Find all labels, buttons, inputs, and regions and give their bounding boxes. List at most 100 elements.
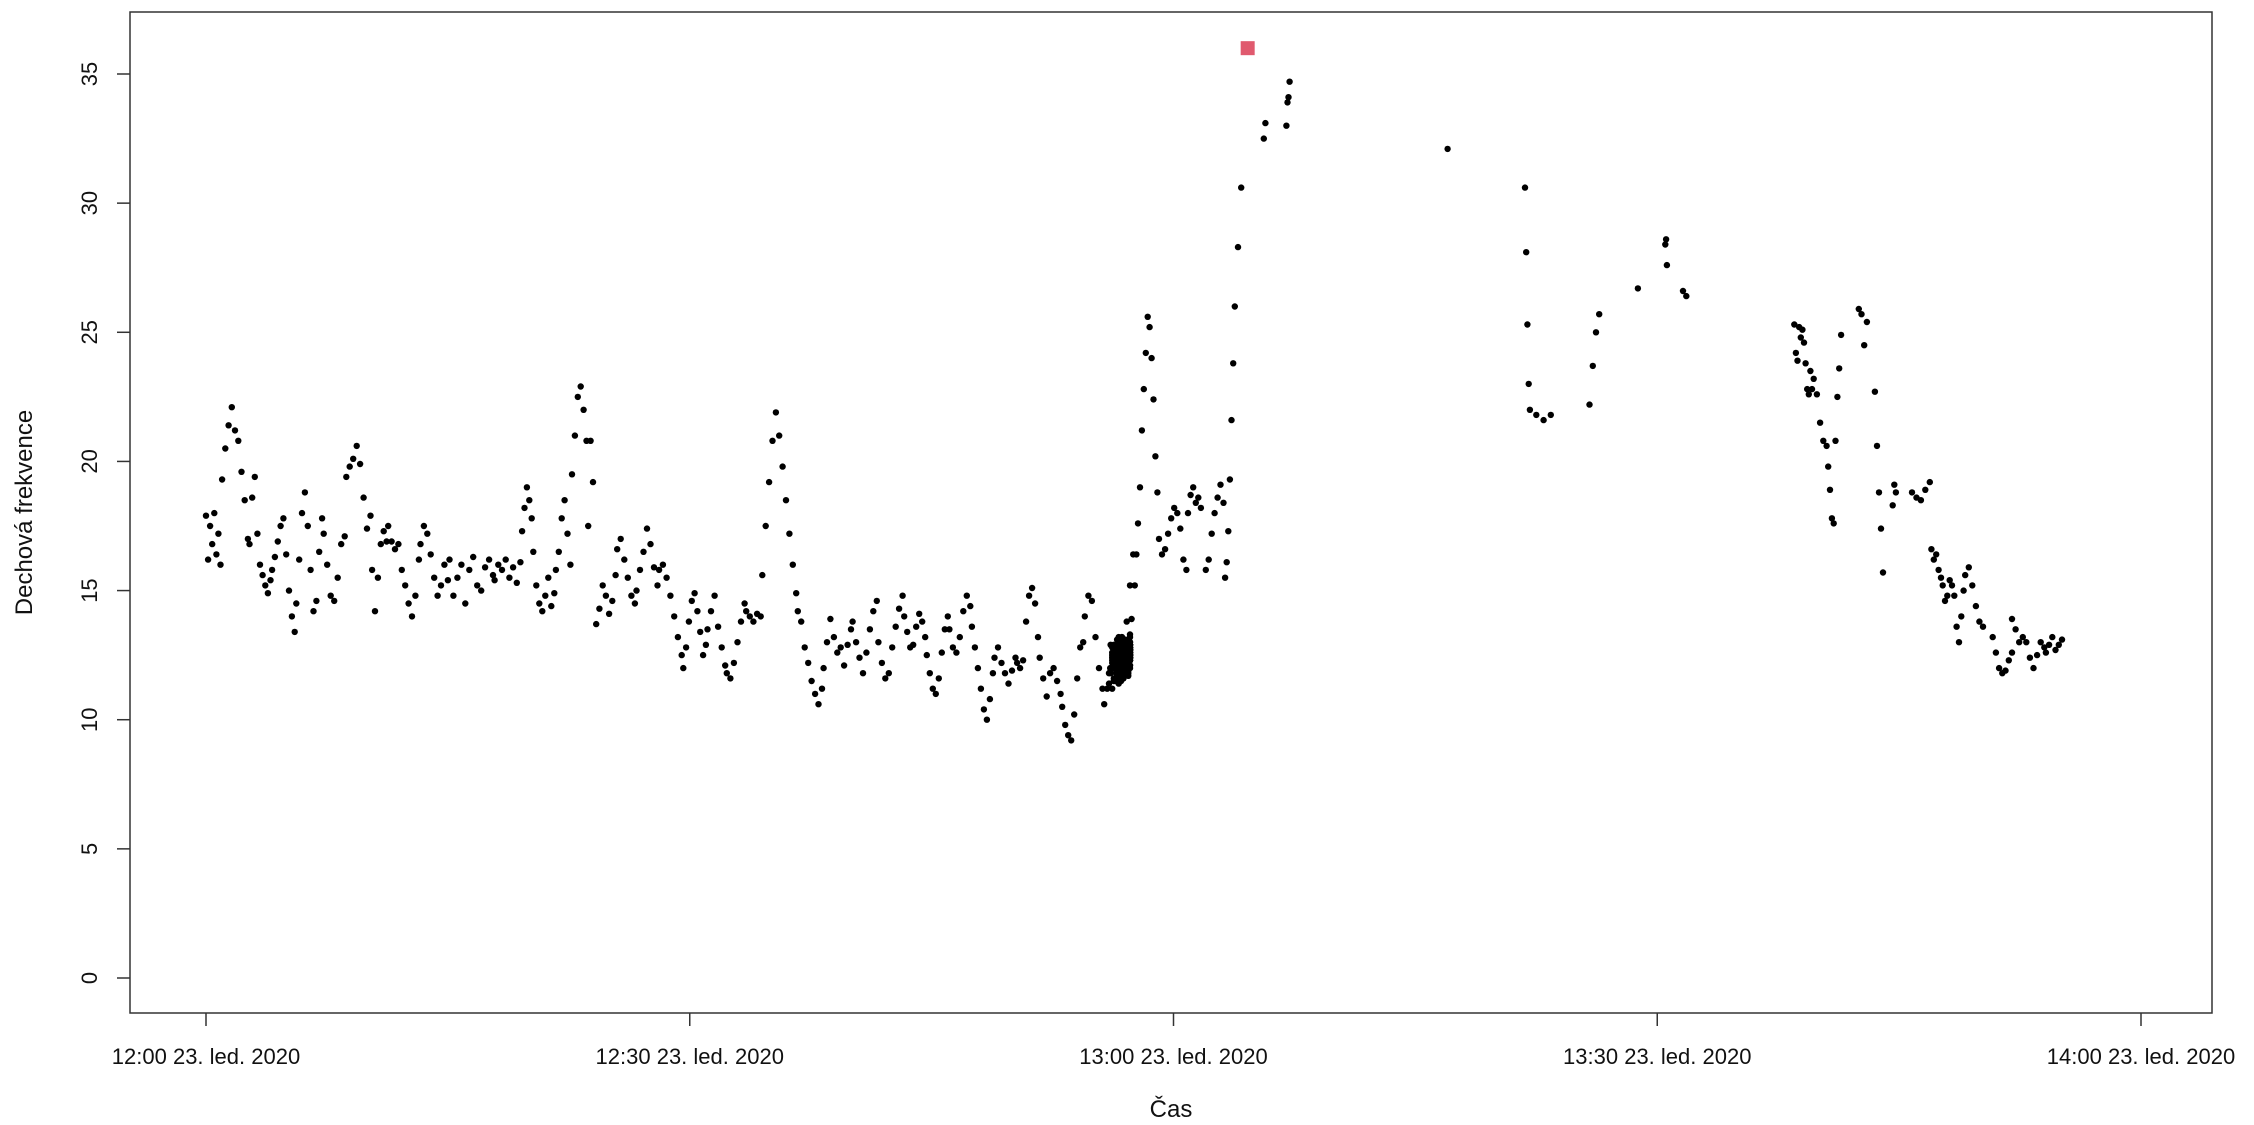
data-point (1634, 285, 1642, 292)
data-point (1837, 331, 1845, 339)
data-point (1059, 703, 1066, 710)
data-point (953, 649, 960, 656)
data-point (385, 522, 392, 530)
data-point (391, 546, 399, 553)
data-point (815, 701, 822, 708)
data-point (1113, 649, 1121, 656)
data-point (1285, 94, 1292, 101)
data-point (450, 592, 457, 599)
data-point (1225, 528, 1232, 535)
data-point (659, 561, 667, 568)
y-axis-title: Dechová frekvence (11, 410, 38, 615)
data-point (923, 651, 930, 659)
data-point (1836, 365, 1843, 372)
data-point (521, 504, 528, 512)
data-point (621, 556, 628, 563)
data-point (2052, 646, 2059, 654)
data-point (994, 644, 1002, 651)
data-point (1958, 613, 1965, 620)
plot-frame (129, 11, 2213, 1014)
data-point (1858, 311, 1865, 318)
data-point (211, 509, 218, 517)
data-point (1028, 584, 1036, 592)
data-point (301, 489, 309, 496)
data-point (213, 551, 220, 558)
data-point (1211, 509, 1218, 517)
data-point (1138, 427, 1146, 434)
data-point (1810, 375, 1817, 382)
data-point (688, 597, 695, 605)
data-point (1081, 613, 1089, 620)
data-point (1873, 442, 1881, 450)
data-point (259, 571, 266, 579)
y-tick-label: 10 (77, 707, 102, 731)
data-point (1187, 491, 1194, 499)
data-point (331, 597, 338, 605)
data-point (431, 574, 438, 581)
data-point (350, 455, 357, 462)
data-point (844, 641, 851, 648)
data-point (1238, 184, 1245, 191)
data-point (1802, 360, 1809, 367)
data-point (424, 530, 431, 537)
x-tick-label: 13:30 23. led. 2020 (1563, 1044, 1751, 1069)
data-point (360, 494, 367, 501)
data-point (225, 422, 232, 429)
data-point (1284, 99, 1291, 106)
data-point (374, 574, 382, 581)
data-point (1834, 393, 1841, 401)
data-point (481, 564, 489, 571)
data-point (285, 587, 293, 594)
data-point (989, 670, 997, 677)
data-point (935, 675, 942, 682)
data-point (1540, 416, 1547, 424)
data-point (506, 574, 513, 581)
data-point (1965, 564, 1973, 571)
data-point (782, 497, 790, 504)
data-point (643, 525, 651, 532)
data-point (702, 641, 710, 648)
data-point (837, 644, 844, 651)
data-point (901, 613, 908, 620)
data-point (1001, 670, 1009, 677)
data-point (246, 540, 253, 548)
data-point (946, 626, 953, 633)
data-point (567, 561, 574, 568)
data-point (967, 602, 974, 610)
data-point (1948, 582, 1956, 589)
highlight-point (1240, 41, 1255, 56)
y-tick-label: 25 (77, 320, 102, 344)
data-point (398, 566, 405, 574)
data-point (498, 566, 506, 574)
data-point (1805, 391, 1813, 398)
data-point (718, 644, 725, 651)
data-point (757, 613, 764, 620)
data-point (932, 690, 939, 698)
data-point (1231, 303, 1239, 310)
data-point (1109, 685, 1116, 692)
data-point (251, 473, 258, 481)
data-point (1832, 437, 1839, 444)
data-point (772, 409, 780, 416)
data-point (1202, 566, 1210, 574)
y-tick-label: 0 (77, 972, 102, 984)
data-point (1109, 657, 1116, 664)
data-point (840, 662, 848, 669)
data-point (571, 432, 579, 439)
data-point (1524, 321, 1531, 328)
data-point (415, 556, 423, 563)
data-point (548, 602, 555, 610)
x-tick-label: 13:00 23. led. 2020 (1079, 1044, 1267, 1069)
data-point (750, 618, 757, 625)
data-point (316, 548, 323, 555)
x-axis-title: Čas (1150, 1095, 1193, 1123)
data-point (971, 644, 979, 651)
data-point (1951, 592, 1958, 599)
data-point (1979, 623, 1987, 630)
data-point (1043, 693, 1050, 700)
data-point (808, 677, 815, 685)
data-point (288, 613, 296, 620)
data-point (1926, 478, 1934, 486)
